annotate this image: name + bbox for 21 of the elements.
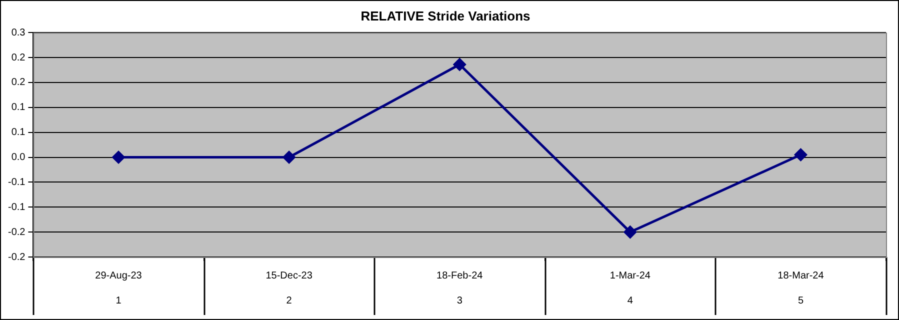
category-label: 18-Feb-24 3 [436, 270, 483, 306]
chart-title: RELATIVE Stride Variations [360, 8, 530, 24]
y-tick-label: 0.1 [11, 102, 26, 114]
y-tick-label: 0.0 [11, 152, 26, 164]
y-tick-label: -0.1 [8, 176, 26, 188]
category-label: 1-Mar-24 4 [610, 270, 650, 306]
y-tick-label: 0.2 [11, 77, 26, 88]
y-tick-label: 0.2 [11, 52, 26, 64]
y-tick-label: -0.2 [8, 252, 26, 263]
point [453, 58, 466, 71]
y-tick-label: -0.2 [8, 226, 26, 238]
point [282, 151, 296, 164]
point [624, 226, 636, 238]
point [794, 148, 807, 162]
y-tick-label: -0.1 [8, 202, 26, 213]
y-tick-label: 0.1 [11, 127, 26, 138]
category-label: 15-Dec-23 2 [266, 270, 312, 306]
category-label: 29-Aug-23 1 [95, 270, 142, 306]
point [112, 151, 125, 164]
y-tick-label: 0.3 [11, 27, 26, 38]
category-label: 18-Mar-24 5 [778, 270, 824, 306]
